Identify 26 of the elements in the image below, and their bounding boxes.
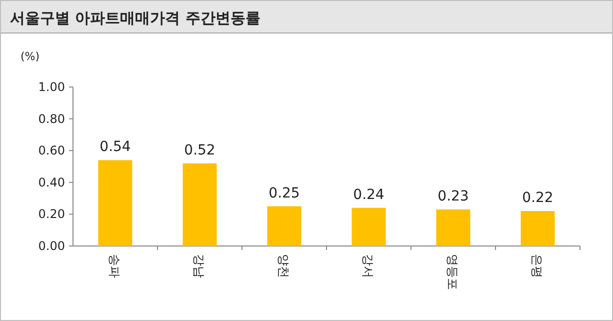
data-label: 0.25 <box>268 185 300 202</box>
bar <box>520 211 555 246</box>
bar <box>352 208 386 246</box>
bar <box>267 206 302 246</box>
chart-title: 서울구별 아파트매매가격 주간변동률 <box>10 9 260 27</box>
data-label: 0.24 <box>353 186 384 203</box>
y-tick-label: 0.80 <box>38 112 65 126</box>
bar <box>182 163 217 246</box>
y-tick-label: 0.00 <box>38 239 65 253</box>
y-tick-label: 0.60 <box>38 144 65 158</box>
data-label: 0.22 <box>522 190 554 206</box>
y-axis-title: (%) <box>20 50 40 63</box>
bar <box>436 209 470 246</box>
y-tick-label: 1.00 <box>38 80 65 94</box>
data-label: 0.52 <box>184 142 216 158</box>
x-tick-label: 양천 <box>276 254 290 278</box>
y-tick-label: 0.40 <box>38 175 65 190</box>
data-label: 0.23 <box>438 188 469 204</box>
x-tick-label: 강서 <box>360 254 375 278</box>
x-tick-label: 영등포 <box>445 254 460 290</box>
x-tick-label: 은평 <box>530 254 544 278</box>
bar <box>98 160 132 246</box>
x-tick-label: 강남 <box>192 254 206 278</box>
data-label: 0.54 <box>100 139 131 156</box>
x-tick-label: 송파 <box>107 254 122 278</box>
y-tick-label: 0.20 <box>38 207 65 222</box>
